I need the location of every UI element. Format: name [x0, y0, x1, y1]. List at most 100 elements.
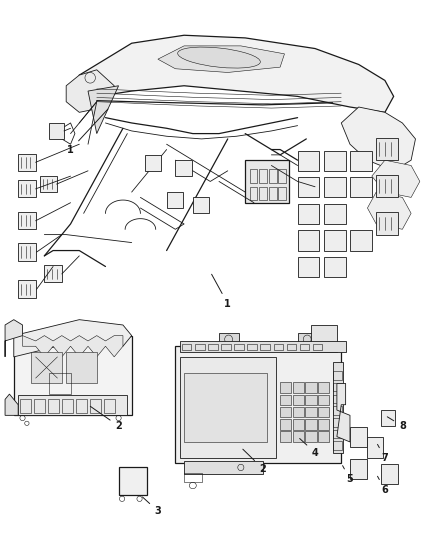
Bar [247, 344, 257, 351]
Bar [184, 461, 263, 474]
Bar [332, 362, 343, 453]
Text: 2: 2 [243, 449, 266, 473]
Bar [376, 138, 398, 160]
Bar [333, 430, 342, 438]
Bar [18, 395, 127, 415]
Bar [180, 357, 276, 458]
Polygon shape [367, 192, 411, 229]
Bar [145, 155, 161, 171]
Polygon shape [5, 320, 22, 357]
Bar [221, 344, 231, 351]
Polygon shape [337, 383, 350, 442]
Bar [18, 212, 35, 229]
Bar [31, 352, 62, 383]
Bar [280, 382, 291, 393]
Bar [376, 175, 398, 197]
Bar [180, 341, 346, 352]
Bar [119, 467, 147, 495]
Ellipse shape [178, 47, 260, 68]
Bar [333, 406, 342, 415]
Bar [350, 177, 372, 197]
Bar [18, 180, 35, 197]
Bar [90, 399, 101, 413]
Bar [318, 419, 329, 430]
Bar [44, 265, 62, 282]
Bar [76, 399, 87, 413]
Bar [367, 437, 383, 458]
Bar [333, 383, 342, 391]
Text: 7: 7 [378, 445, 389, 463]
Bar [18, 280, 36, 298]
Polygon shape [341, 107, 416, 171]
Bar [287, 344, 296, 351]
Bar [245, 160, 289, 203]
Bar [280, 431, 291, 442]
Bar [293, 419, 304, 430]
Bar [297, 230, 319, 251]
Bar [333, 371, 342, 379]
Bar [324, 230, 346, 251]
Bar [305, 407, 317, 417]
Text: 1: 1 [67, 109, 108, 155]
Bar [324, 204, 346, 224]
Bar [313, 344, 322, 351]
Text: 3: 3 [142, 497, 161, 516]
Bar [297, 333, 317, 346]
Bar [34, 399, 45, 413]
Bar [49, 123, 64, 139]
Bar [293, 407, 304, 417]
Polygon shape [22, 336, 123, 357]
Bar [208, 344, 218, 351]
Text: 2: 2 [90, 406, 122, 431]
Text: 1: 1 [212, 274, 231, 309]
Bar [318, 382, 329, 393]
Bar [333, 441, 342, 450]
Bar [259, 169, 267, 182]
Bar [311, 325, 337, 352]
Bar [280, 407, 291, 417]
Bar [18, 243, 36, 261]
Polygon shape [79, 35, 394, 112]
Bar [300, 344, 309, 351]
Bar [62, 399, 73, 413]
Bar [333, 394, 342, 403]
Polygon shape [14, 320, 132, 357]
Bar [234, 344, 244, 351]
Bar [280, 419, 291, 430]
Bar [182, 344, 191, 351]
Bar [66, 352, 97, 383]
Polygon shape [5, 394, 18, 415]
Text: 5: 5 [343, 466, 353, 484]
Bar [195, 344, 205, 351]
Bar [297, 177, 319, 197]
Bar [175, 160, 192, 176]
Bar [293, 431, 304, 442]
Bar [381, 410, 395, 426]
Bar [193, 197, 209, 213]
Bar [269, 169, 277, 182]
Bar [14, 336, 132, 415]
Bar [324, 151, 346, 171]
Bar [280, 394, 291, 405]
Bar [40, 176, 57, 192]
Bar [297, 204, 319, 224]
Text: 8: 8 [387, 417, 406, 431]
Text: 6: 6 [378, 477, 389, 495]
Bar [318, 431, 329, 442]
Bar [261, 344, 270, 351]
Bar [324, 257, 346, 277]
Polygon shape [372, 160, 420, 197]
Bar [305, 419, 317, 430]
Bar [250, 169, 258, 182]
Polygon shape [158, 46, 285, 72]
Bar [324, 177, 346, 197]
Bar [18, 154, 35, 171]
Bar [279, 187, 286, 200]
Bar [376, 212, 398, 235]
Bar [175, 346, 341, 463]
Bar [350, 151, 372, 171]
Bar [104, 399, 115, 413]
Bar [293, 382, 304, 393]
Polygon shape [66, 70, 114, 112]
Bar [297, 151, 319, 171]
